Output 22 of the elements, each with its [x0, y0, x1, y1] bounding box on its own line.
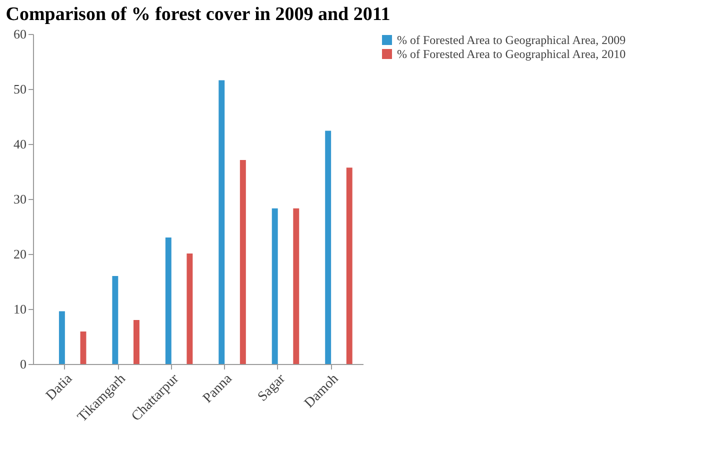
- y-tick-label: 60: [14, 26, 26, 42]
- bar: [293, 208, 300, 364]
- bar: [272, 208, 278, 364]
- y-tick-label: 20: [14, 246, 26, 262]
- bar: [346, 168, 352, 364]
- bar: [80, 332, 86, 364]
- y-tick-label: 0: [20, 356, 26, 372]
- bar: [186, 253, 193, 364]
- bar: [133, 320, 140, 364]
- y-tick-label: 50: [14, 82, 26, 96]
- y-tick-label: 10: [14, 302, 26, 316]
- bar: [218, 80, 225, 364]
- bar: [112, 276, 118, 364]
- y-tick-label: 30: [14, 192, 26, 206]
- y-tick-label: 40: [14, 136, 26, 152]
- bar: [58, 311, 65, 364]
- chart-title: Comparison of % forest cover in 2009 and 2011: [6, 4, 390, 25]
- bar: [240, 160, 246, 364]
- legend-label: % of Forested Area to Geographical Area, 2009: [397, 33, 626, 47]
- bar: [325, 130, 332, 364]
- legend-label: % of Forested Area to Geographical Area, 2010: [397, 47, 626, 61]
- bar: [165, 238, 172, 364]
